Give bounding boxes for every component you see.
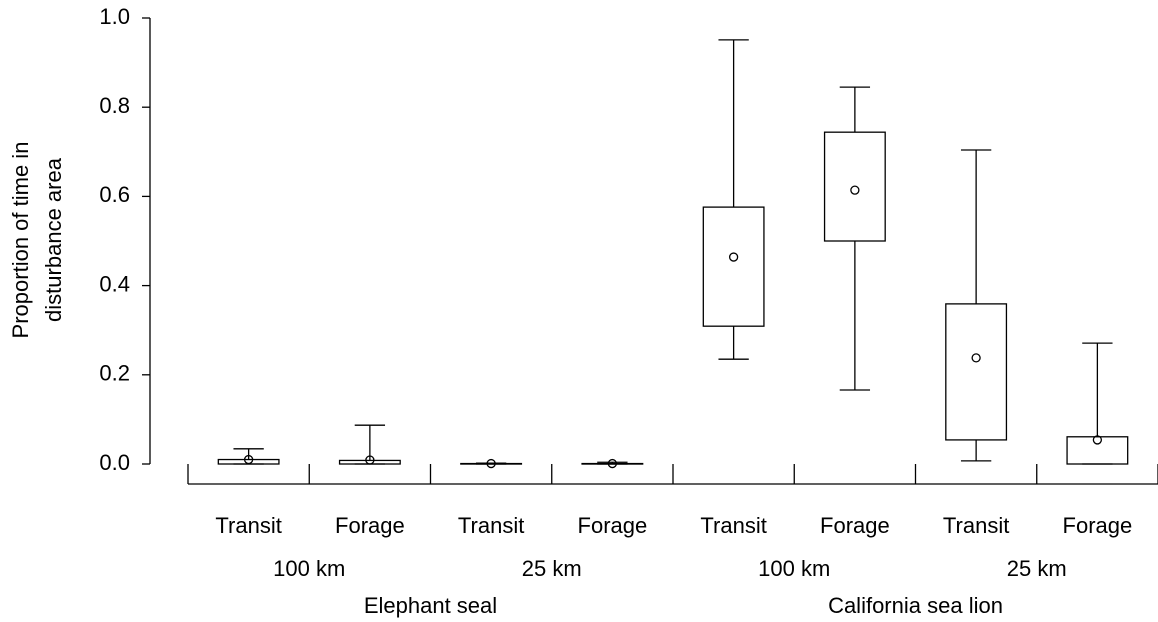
marker [1092,435,1103,445]
box [702,206,765,327]
y-tick-label: 0.4 [99,271,130,296]
box [1066,436,1129,465]
box [945,303,1008,441]
y-axis-label: Proportion of time in [8,142,33,339]
x-tick-label: Forage [820,513,890,538]
box [823,131,886,242]
subgroup-label: 25 km [522,556,582,581]
box [581,462,644,465]
y-tick-label: 0.8 [99,93,130,118]
x-tick-label: Forage [335,513,405,538]
box [460,462,523,465]
x-tick-label: Forage [1063,513,1133,538]
marker [607,458,618,469]
subgroup-label: 100 km [273,556,345,581]
marker [486,458,496,469]
marker [850,185,860,195]
x-tick-label: Transit [215,513,281,538]
marker [971,353,981,363]
group-label: Elephant seal [364,593,497,618]
marker [728,252,739,262]
subgroup-label: 100 km [758,556,830,581]
group-label: California sea lion [828,593,1003,618]
subgroup-label: 25 km [1007,556,1067,581]
y-tick-label: 0.6 [99,182,130,207]
y-axis-label: disturbance area [41,157,66,322]
y-tick-label: 1.0 [99,4,130,29]
x-tick-label: Transit [700,513,766,538]
marker [365,455,375,465]
y-tick-label: 0.0 [99,450,130,475]
x-tick-label: Transit [458,513,524,538]
x-tick-label: Transit [943,513,1009,538]
x-tick-label: Forage [578,513,648,538]
marker [243,454,254,465]
y-tick-label: 0.2 [99,361,130,386]
